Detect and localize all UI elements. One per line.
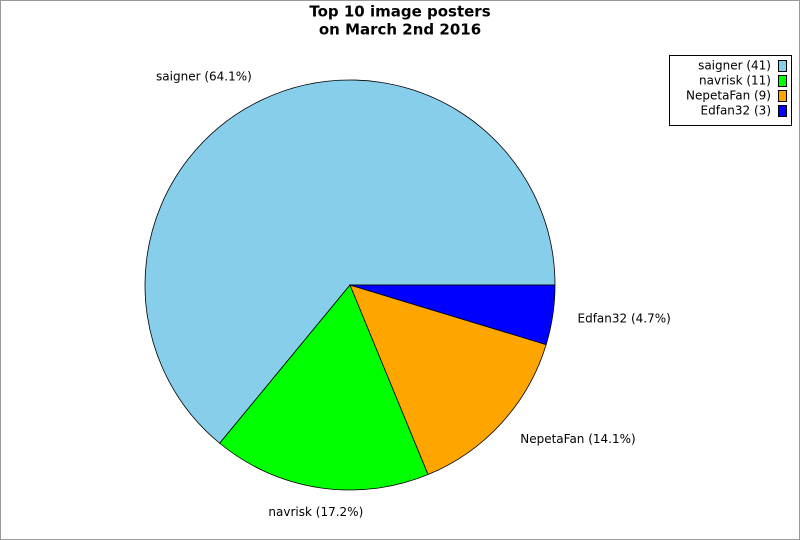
legend-swatch [778, 75, 787, 87]
legend-swatch [778, 90, 787, 102]
legend-box [669, 55, 792, 126]
legend-label: saigner (41) [698, 59, 771, 73]
legend-label: navrisk (11) [699, 74, 771, 88]
legend-swatch [778, 105, 787, 117]
pie-slice [349, 284, 556, 346]
pie-slice [349, 284, 547, 476]
slice-label: NepetaFan (14.1%) [520, 432, 635, 446]
slice-label: navrisk (17.2%) [268, 505, 363, 519]
chart-title: Top 10 image posters [309, 3, 490, 21]
legend-label: Edfan32 (3) [701, 104, 771, 118]
slice-label: saigner (64.1%) [156, 70, 252, 84]
chart-title: on March 2nd 2016 [319, 21, 481, 39]
legend-swatch [778, 60, 787, 72]
slice-label: Edfan32 (4.7%) [578, 311, 671, 325]
pie-slice [219, 284, 429, 491]
pie-slice [144, 79, 556, 444]
legend-label: NepetaFan (9) [686, 89, 771, 103]
